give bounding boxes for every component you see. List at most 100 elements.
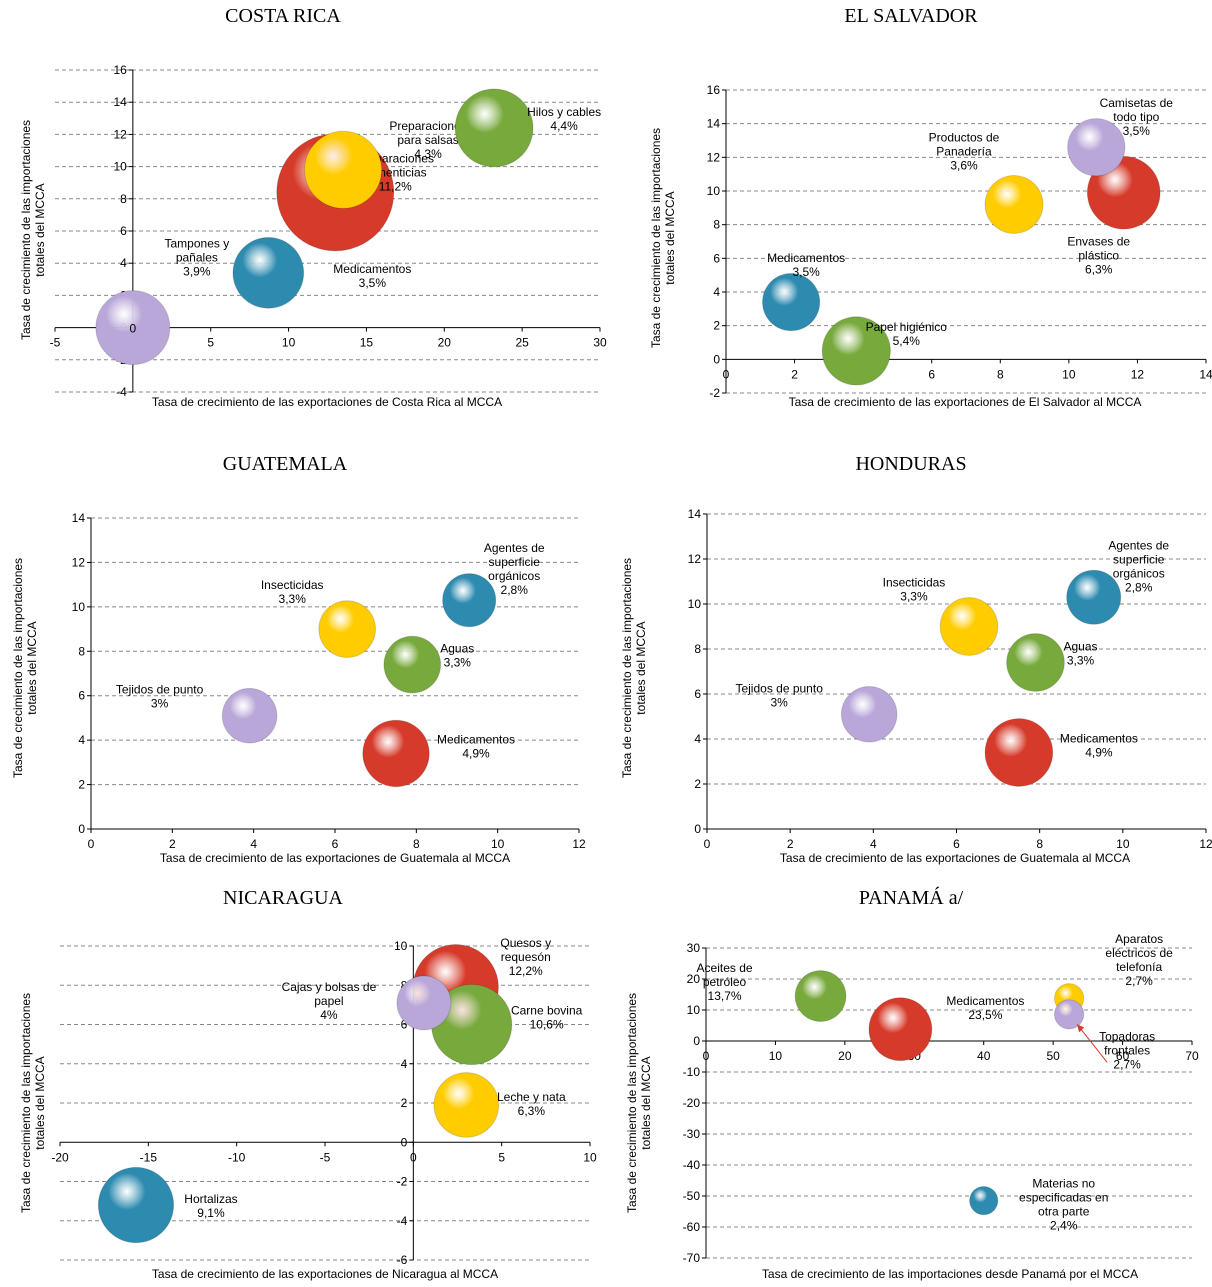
bubble-label: Camisetas de todo tipo 3,5%: [1100, 96, 1174, 138]
bubble-aceites-de-petróleo: [794, 970, 847, 1022]
bubble-label: Cajas y bolsas de papel 4%: [282, 980, 377, 1022]
x-tick-label: 0: [88, 837, 95, 851]
x-tick-label: 12: [1199, 837, 1212, 851]
bubble-label: Agentes de superficie orgánicos 2,8%: [484, 541, 545, 597]
bubble-tejidos-de-punto: [840, 685, 898, 743]
bubble-label: Agentes de superficie orgánicos 2,8%: [1108, 538, 1169, 594]
bubble-label: Medicamentos 4,9%: [1060, 732, 1138, 760]
y-tick-label: -4: [116, 385, 127, 399]
y-tick-label: 6: [120, 224, 127, 238]
x-tick-label: -5: [50, 336, 61, 350]
y-tick-label: -20: [683, 1096, 701, 1110]
bubble-label: Medicamentos 23,5%: [946, 994, 1024, 1022]
x-tick-label: 60: [1116, 1049, 1130, 1063]
bubble-label: Aguas 3,3%: [1063, 640, 1097, 668]
bubble-tampones-y-pañales: [95, 290, 171, 366]
y-tick-label: -70: [683, 1251, 701, 1265]
bubble-cajas-y-bolsas-de-papel: [396, 975, 452, 1031]
chart-3: GUATEMALA 0 2 4 6 8 10 12 14 0 2 4 6 8 10 12 Tasa de cre…: [11, 453, 586, 865]
y-tick-label: 12: [72, 555, 86, 569]
bubble-aguas: [383, 635, 442, 694]
bubble-label: Medicamentos 3,5%: [333, 262, 411, 290]
x-tick-label: 40: [977, 1049, 991, 1063]
bubble-papel-higiénico: [821, 316, 891, 386]
y-tick-label: 10: [394, 939, 408, 953]
x-tick-label: 8: [413, 837, 420, 851]
chart-1: COSTA RICA-4-20246810121416-505101520253…: [19, 5, 607, 409]
bubble-leche-y-nata: [433, 1072, 500, 1138]
x-tick-label: 6: [928, 367, 935, 381]
x-axis-label: Tasa de crecimiento de las exportaciones…: [160, 851, 510, 865]
y-tick-label: -2: [397, 1175, 408, 1189]
callout-arrow: [1076, 1024, 1108, 1063]
bubble-envases-de-plástico: [1086, 155, 1161, 230]
y-tick-label: 14: [688, 507, 702, 521]
x-tick-label: 20: [438, 336, 452, 350]
x-tick-label: 8: [1036, 837, 1043, 851]
bubble-label: Tejidos de punto 3%: [116, 683, 204, 711]
y-tick-label: -4: [397, 1214, 408, 1228]
x-axis-label: Tasa de crecimiento de las exportaciones…: [152, 1267, 498, 1281]
x-tick-label: 8: [997, 367, 1004, 381]
y-tick-label: -50: [683, 1189, 701, 1203]
x-tick-label: 10: [583, 1150, 597, 1164]
y-tick-label: 0: [693, 1034, 700, 1048]
x-tick-label: 0: [723, 367, 730, 381]
y-tick-label: 8: [120, 192, 127, 206]
chart-4: HONDURAS 0 2 4 6 8 10 12 14 0 2 4 6 8 10 12 Tasa de crec…: [620, 453, 1212, 865]
chart-title: GUATEMALA: [223, 453, 348, 475]
bubble-label: Papel higiénico 5,4%: [866, 320, 948, 348]
chart-2: EL SALVADOR-2024681012141602468101214Tas…: [649, 5, 1212, 409]
bubble-label: Tampones y pañales 3,9%: [165, 237, 230, 279]
bubble-label: Topadoras frontales 2,7%: [1099, 1029, 1155, 1071]
bubble-label: Leche y nata 6,3%: [497, 1090, 566, 1118]
bubble-insecticidas: [939, 597, 999, 656]
y-tick-label: 10: [113, 160, 127, 174]
y-tick-label: 16: [707, 83, 721, 97]
bubble-medicamentos: [362, 719, 430, 788]
y-tick-label: -60: [683, 1220, 701, 1234]
bubble-preparaciones-para-salsas: [304, 130, 383, 209]
bubble-label: Insecticidas 3,3%: [883, 576, 946, 604]
y-tick-label: 6: [713, 251, 720, 265]
bubble-insecticidas: [318, 600, 377, 658]
x-tick-label: 10: [1062, 367, 1076, 381]
bubble-materias-no-especificadas-en-otra-parte: [969, 1186, 999, 1216]
x-tick-label: 12: [1131, 367, 1145, 381]
x-tick-label: 2: [791, 367, 798, 381]
y-tick-label: 16: [113, 63, 127, 77]
y-tick-label: -30: [683, 1127, 701, 1141]
y-tick-label: 4: [694, 732, 701, 746]
x-tick-label: 0: [410, 1150, 417, 1164]
x-tick-label: 30: [593, 336, 607, 350]
x-tick-label: 20: [838, 1049, 852, 1063]
y-tick-label: 12: [688, 552, 702, 566]
x-tick-label: 10: [1116, 837, 1130, 851]
x-tick-label: 10: [282, 336, 296, 350]
bubble-hortalizas: [97, 1166, 175, 1244]
y-tick-label: 0: [78, 822, 85, 836]
chart-title: COSTA RICA: [225, 5, 341, 27]
bubble-medicamentos: [232, 236, 305, 309]
y-tick-label: -6: [397, 1253, 408, 1267]
bubble-tejidos-de-punto: [221, 687, 278, 744]
y-tick-label: 14: [72, 511, 86, 525]
bubble-label: Quesos y requesón 12,2%: [500, 936, 551, 978]
y-tick-label: 10: [688, 597, 702, 611]
y-tick-label: -2: [709, 386, 720, 400]
y-tick-label: 20: [687, 972, 701, 986]
y-tick-label: 8: [713, 218, 720, 232]
y-tick-label: 0: [401, 1135, 408, 1149]
x-tick-label: 70: [1185, 1049, 1199, 1063]
y-tick-label: 14: [707, 117, 721, 131]
bubble-label: Medicamentos 4,9%: [437, 732, 515, 760]
bubble-agentes-de-superficie-orgánicos: [1066, 569, 1122, 625]
y-axis-label: Tasa de crecimiento de las importaciones…: [625, 993, 653, 1213]
bubble-camisetas-de-todo-tipo: [1067, 118, 1126, 177]
y-tick-label: 6: [694, 687, 701, 701]
x-axis-label: Tasa de crecimiento de las exportaciones…: [152, 395, 502, 409]
x-tick-label: 10: [769, 1049, 783, 1063]
y-tick-label: 4: [78, 733, 85, 747]
